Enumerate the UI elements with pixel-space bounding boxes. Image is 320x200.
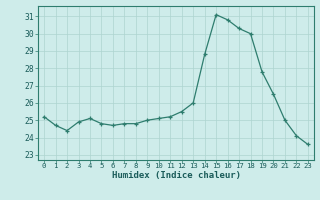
X-axis label: Humidex (Indice chaleur): Humidex (Indice chaleur): [111, 171, 241, 180]
